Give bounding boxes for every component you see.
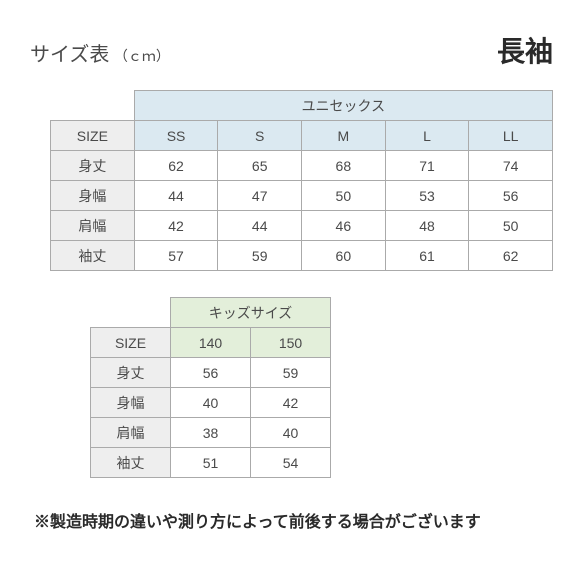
size-col: 140 <box>171 328 251 358</box>
cell: 50 <box>302 181 386 211</box>
size-header: SIZE <box>91 328 171 358</box>
table-row: 身幅 44 47 50 53 56 <box>51 181 553 211</box>
cell: 59 <box>251 358 331 388</box>
table-row: 身丈 56 59 <box>91 358 331 388</box>
cell: 44 <box>218 211 302 241</box>
row-label: 身幅 <box>91 388 171 418</box>
empty-cell <box>91 298 171 328</box>
cell: 57 <box>134 241 218 271</box>
size-col: M <box>302 121 386 151</box>
footnote: ※製造時期の違いや測り方によって前後する場合がございます <box>30 508 553 532</box>
header: サイズ表 （ｃｍ） 長袖 <box>30 30 553 70</box>
cell: 68 <box>302 151 386 181</box>
cell: 51 <box>171 448 251 478</box>
cell: 48 <box>385 211 469 241</box>
cell: 74 <box>469 151 553 181</box>
row-label: 肩幅 <box>51 211 135 241</box>
cell: 62 <box>134 151 218 181</box>
cell: 50 <box>469 211 553 241</box>
kids-size-table: キッズサイズ SIZE 140 150 身丈 56 59 身幅 40 42 肩幅… <box>90 297 331 478</box>
row-label: 肩幅 <box>91 418 171 448</box>
cell: 54 <box>251 448 331 478</box>
row-label: 袖丈 <box>91 448 171 478</box>
cell: 71 <box>385 151 469 181</box>
cell: 59 <box>218 241 302 271</box>
table-row: 身幅 40 42 <box>91 388 331 418</box>
size-col: S <box>218 121 302 151</box>
cell: 42 <box>251 388 331 418</box>
chart-title: サイズ表 <box>30 44 109 66</box>
cell: 60 <box>302 241 386 271</box>
size-header: SIZE <box>51 121 135 151</box>
cell: 38 <box>171 418 251 448</box>
table-row: 肩幅 38 40 <box>91 418 331 448</box>
cell: 40 <box>251 418 331 448</box>
cell: 56 <box>469 181 553 211</box>
chart-unit: （ｃｍ） <box>114 48 170 64</box>
table-row: 肩幅 42 44 46 48 50 <box>51 211 553 241</box>
size-col: SS <box>134 121 218 151</box>
size-col: LL <box>469 121 553 151</box>
table-row: 身丈 62 65 68 71 74 <box>51 151 553 181</box>
empty-cell <box>51 91 135 121</box>
cell: 62 <box>469 241 553 271</box>
unisex-size-table: ユニセックス SIZE SS S M L LL 身丈 62 65 68 71 7… <box>50 90 553 271</box>
title-left: サイズ表 （ｃｍ） <box>30 38 170 67</box>
cell: 44 <box>134 181 218 211</box>
cell: 46 <box>302 211 386 241</box>
cell: 42 <box>134 211 218 241</box>
cell: 61 <box>385 241 469 271</box>
kids-group-header: キッズサイズ <box>171 298 331 328</box>
size-col: L <box>385 121 469 151</box>
cell: 47 <box>218 181 302 211</box>
cell: 53 <box>385 181 469 211</box>
cell: 56 <box>171 358 251 388</box>
row-label: 身丈 <box>91 358 171 388</box>
cell: 65 <box>218 151 302 181</box>
title-right: 長袖 <box>497 30 553 70</box>
row-label: 身幅 <box>51 181 135 211</box>
unisex-group-header: ユニセックス <box>134 91 552 121</box>
row-label: 袖丈 <box>51 241 135 271</box>
cell: 40 <box>171 388 251 418</box>
size-col: 150 <box>251 328 331 358</box>
table-row: 袖丈 57 59 60 61 62 <box>51 241 553 271</box>
row-label: 身丈 <box>51 151 135 181</box>
table-row: 袖丈 51 54 <box>91 448 331 478</box>
